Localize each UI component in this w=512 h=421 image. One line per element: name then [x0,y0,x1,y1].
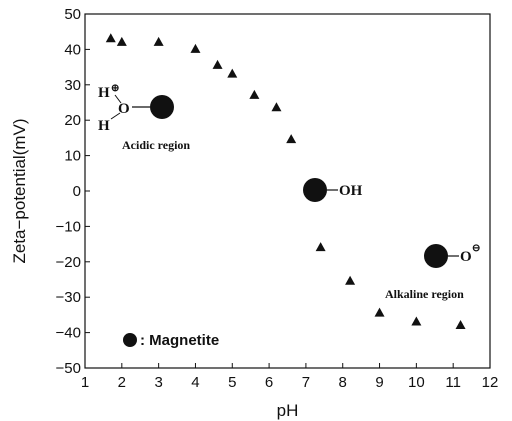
y-tick-label: 20 [64,112,81,129]
x-tick-label: 2 [118,374,126,391]
acidic-h-charge: ⊕ [111,83,119,94]
bond-h-top [114,94,122,104]
x-axis-ticks: 1 2 3 4 5 6 7 8 9 10 11 12 [81,363,499,391]
y-tick-label: 40 [64,41,81,58]
y-tick-label: 30 [64,77,81,94]
neutral-oh: OH [339,183,363,199]
y-tick-label: 50 [64,6,81,23]
alkaline-region-label: Alkaline region [385,287,464,301]
plot-frame [84,13,491,369]
acidic-o: O [118,101,130,117]
data-point [105,33,116,43]
data-point [455,320,466,330]
legend-magnetite-marker [123,333,137,347]
y-tick-label: −20 [56,254,81,271]
acidic-region-label: Acidic region [122,138,190,152]
x-axis-label: pH [277,401,299,420]
legend: : Magnetite [123,332,219,349]
data-point [249,89,260,99]
data-points [105,33,466,330]
y-axis-label: Zeta−potential(mV) [10,118,29,263]
x-tick-label: 12 [482,374,499,391]
alkaline-surface-group: O ⊖ Alkaline region [385,243,480,301]
data-point [116,36,127,46]
x-tick-label: 9 [375,374,383,391]
alkaline-o-charge: ⊖ [472,243,480,254]
x-tick-label: 7 [302,374,310,391]
acidic-h-bottom: H [98,118,110,134]
legend-magnetite-label: : Magnetite [140,332,219,349]
y-tick-label: −40 [56,325,81,342]
y-tick-label: −10 [56,218,81,235]
x-tick-label: 1 [81,374,89,391]
x-tick-label: 4 [191,374,199,391]
x-tick-label: 6 [265,374,273,391]
bond-h-bottom [110,112,121,120]
y-axis-ticks: −50 −40 −30 −20 −10 0 10 20 30 40 50 [56,6,90,377]
x-tick-label: 5 [228,374,236,391]
y-tick-label: 0 [73,183,81,200]
data-point [190,43,201,53]
acidic-h-top: H [98,85,110,101]
data-point [227,68,238,78]
alkaline-o: O [460,249,472,265]
y-tick-label: −50 [56,360,81,377]
data-point [315,242,326,252]
data-point [271,102,282,112]
data-point [212,59,223,69]
magnetite-particle-neutral [303,178,327,202]
magnetite-particle-acidic [150,95,174,119]
y-tick-label: 10 [64,148,81,165]
x-tick-label: 10 [408,374,425,391]
data-point [411,316,422,326]
data-point [286,134,297,144]
y-tick-label: −30 [56,289,81,306]
data-point [345,275,356,285]
data-point [153,36,164,46]
acidic-surface-group: H ⊕ O H Acidic region [98,83,190,152]
data-point [374,307,385,317]
x-tick-label: 3 [154,374,162,391]
x-tick-label: 11 [445,374,461,391]
magnetite-particle-alkaline [424,244,448,268]
x-tick-label: 8 [339,374,347,391]
neutral-surface-group: OH [303,178,363,202]
